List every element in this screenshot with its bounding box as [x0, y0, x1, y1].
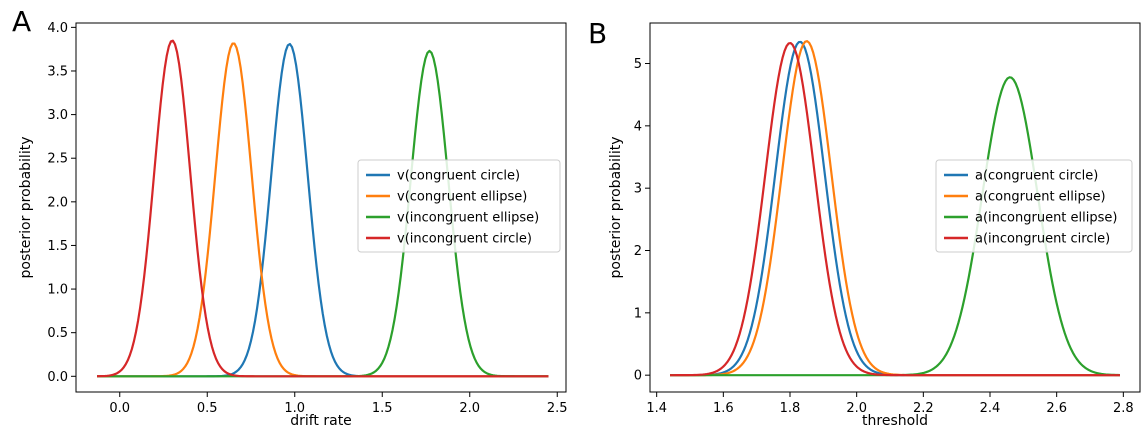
- x-tick-label: 1.6: [713, 401, 734, 416]
- y-axis-ticks: 0 1 2 3 4 5: [634, 57, 650, 384]
- legend-item: v(incongruent ellipse): [366, 211, 539, 226]
- x-axis-ticks: 0.0 0.5 1.0 1.5 2.0 2.5: [109, 392, 568, 416]
- y-tick-label: 3: [634, 182, 642, 197]
- legend-label: a(congruent circle): [975, 169, 1098, 184]
- legend-label: a(incongruent circle): [975, 232, 1110, 247]
- legend-label: v(incongruent circle): [397, 232, 532, 247]
- plot-frame: [75, 22, 567, 393]
- y-tick-label: 0: [634, 369, 642, 384]
- series-lines: [96, 39, 549, 378]
- x-tick-label: 2.6: [1046, 401, 1067, 416]
- x-tick-label: 2.0: [459, 401, 480, 416]
- x-axis-label: drift rate: [290, 413, 352, 429]
- x-tick-label: 2.0: [846, 401, 867, 416]
- y-tick-label: 4: [634, 119, 642, 134]
- y-tick-label: 2: [634, 244, 642, 259]
- panel-b: B 1.4 1.6 1.8 2.0 2.2 2.4 2.6 2.8 0 1 2 3 4 5 threshold…: [588, 17, 1141, 429]
- legend-label: a(congruent ellipse): [975, 190, 1106, 205]
- legend-label: v(incongruent ellipse): [397, 211, 539, 226]
- panel-letter: B: [588, 17, 607, 50]
- x-tick-label: 2.4: [980, 401, 1001, 416]
- y-axis-label: posterior probability: [18, 137, 34, 279]
- y-tick-label: 3.0: [47, 108, 68, 123]
- legend-item: v(incongruent circle): [366, 232, 532, 247]
- panel-a: A 0.0 0.5 1.0 1.5 2.0 2.5 0.0 0.5 1.0 1.5 2.0 2.5 3.0…: [12, 5, 568, 429]
- y-tick-label: 0.5: [47, 326, 68, 341]
- plot-frame: [649, 22, 1141, 393]
- x-tick-label: 1.8: [780, 401, 801, 416]
- x-tick-label: 2.2: [913, 401, 934, 416]
- x-tick-label: 0.0: [109, 401, 130, 416]
- legend-box: [357, 159, 561, 253]
- legend: a(congruent circle) a(congruent ellipse) a…: [935, 159, 1133, 253]
- y-tick-label: 5: [634, 57, 642, 72]
- legend-item: a(congruent ellipse): [944, 190, 1106, 205]
- x-axis-label: threshold: [862, 413, 928, 429]
- legend-item: a(congruent circle): [944, 169, 1098, 184]
- legend-label: v(congruent ellipse): [397, 190, 527, 205]
- y-tick-label: 3.5: [47, 64, 68, 79]
- y-tick-label: 2.0: [47, 195, 68, 210]
- legend-box: [935, 159, 1133, 253]
- y-tick-label: 1: [634, 306, 642, 321]
- panel-letter: A: [12, 5, 31, 38]
- y-tick-label: 1.0: [47, 283, 68, 298]
- legend-label: v(congruent circle): [397, 169, 520, 184]
- y-axis-label: posterior probability: [608, 137, 624, 279]
- x-tick-label: 1.0: [284, 401, 305, 416]
- x-tick-label: 1.5: [372, 401, 393, 416]
- legend-item: v(congruent ellipse): [366, 190, 527, 205]
- y-axis-ticks: 0.0 0.5 1.0 1.5 2.0 2.5 3.0 3.5 4.0: [47, 21, 76, 385]
- series-line-3: [96, 39, 549, 378]
- x-tick-label: 2.5: [547, 401, 568, 416]
- x-tick-label: 1.4: [646, 401, 667, 416]
- legend-item: a(incongruent ellipse): [944, 211, 1117, 226]
- legend-item: v(congruent circle): [366, 169, 520, 184]
- x-axis-ticks: 1.4 1.6 1.8 2.0 2.2 2.4 2.6 2.8: [646, 392, 1134, 416]
- y-tick-label: 0.0: [47, 370, 68, 385]
- y-tick-label: 2.5: [47, 152, 68, 167]
- y-tick-label: 4.0: [47, 21, 68, 36]
- legend: v(congruent circle) v(congruent ellipse) v…: [357, 159, 561, 253]
- legend-item: a(incongruent circle): [944, 232, 1110, 247]
- x-tick-label: 2.8: [1113, 401, 1134, 416]
- series-line-3: [670, 41, 1120, 377]
- x-tick-label: 0.5: [197, 401, 218, 416]
- legend-label: a(incongruent ellipse): [975, 211, 1117, 226]
- y-tick-label: 1.5: [47, 239, 68, 254]
